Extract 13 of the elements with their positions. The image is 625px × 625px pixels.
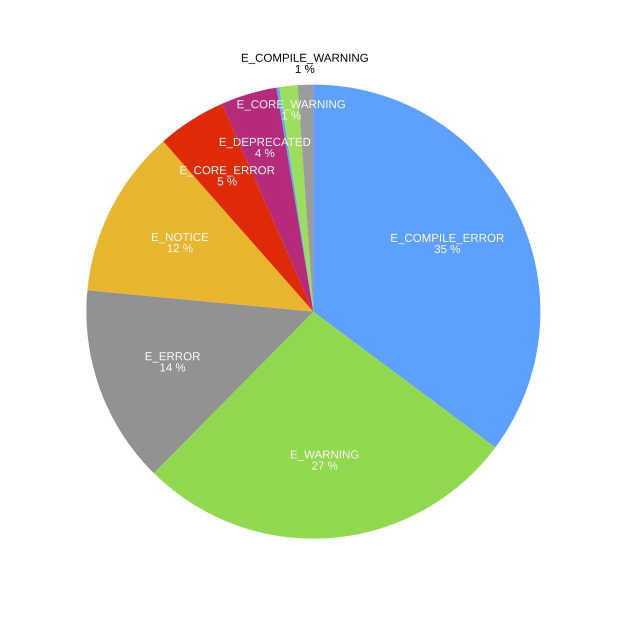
data-label: 35 % (434, 244, 460, 254)
slice-label: E_WARNING (290, 450, 358, 461)
data-label: 27 % (312, 462, 338, 470)
slice-label: E_ERROR (146, 352, 200, 363)
data-label: 12 % (168, 244, 193, 252)
slice-label: E_COMPILE_ERROR (391, 234, 504, 244)
data-label: 5 % (218, 177, 237, 186)
data-label: 1 % (296, 64, 314, 73)
data-label: 14 % (160, 363, 186, 372)
slice-label: E_NOTICE (152, 232, 208, 244)
slice-label: E_CORE_WARNING (238, 100, 345, 111)
data-label: 4 % (255, 149, 274, 158)
slice-label: E_COMPILE_WARNING (242, 54, 368, 64)
